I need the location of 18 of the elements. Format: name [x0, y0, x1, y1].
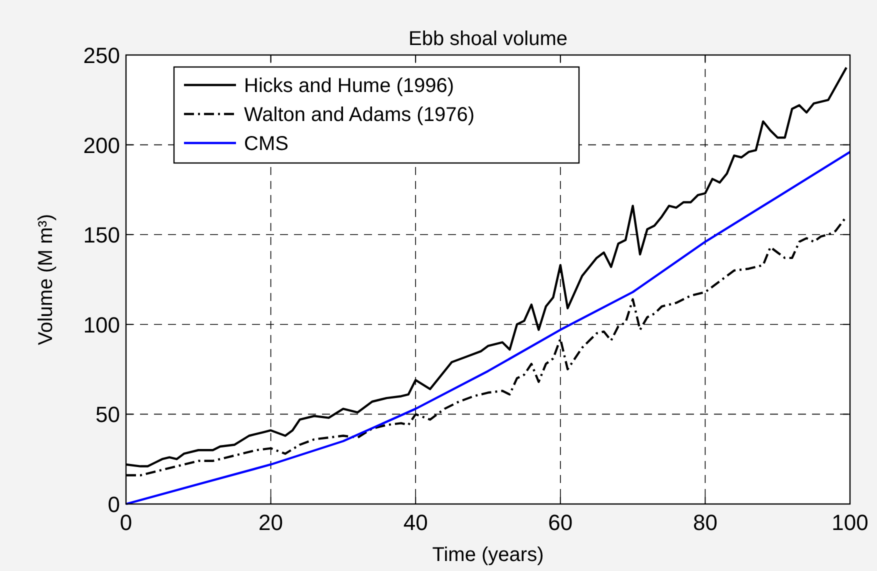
y-tick-label: 150: [83, 222, 120, 248]
line-series: [124, 150, 852, 506]
x-tick-label: 100: [832, 510, 868, 535]
x-tick-label: 20: [258, 510, 284, 535]
y-tick-label: 50: [96, 402, 120, 428]
y-axis-title: Volume (M m³): [35, 214, 57, 346]
x-tick-label: 40: [403, 510, 428, 535]
legend-label: Hicks and Hume (1996): [244, 75, 454, 97]
y-tick-label: 200: [83, 132, 120, 158]
x-tick-label: 80: [692, 510, 718, 535]
x-axis-title: Time (years): [432, 544, 544, 566]
x-tick-label: 60: [548, 510, 573, 535]
y-tick-label: 0: [108, 492, 120, 517]
y-tick-label: 250: [83, 43, 120, 68]
legend-label: CMS: [244, 133, 288, 155]
y-tick-label: 100: [83, 312, 120, 338]
legend-label: Walton and Adams (1976): [244, 104, 474, 126]
chart-title: Ebb shoal volume: [408, 28, 568, 50]
